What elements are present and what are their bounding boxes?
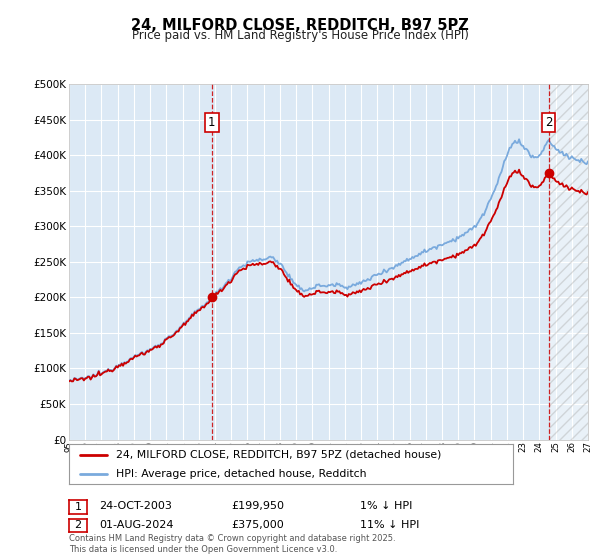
Text: 2: 2 (74, 520, 82, 530)
Text: 11% ↓ HPI: 11% ↓ HPI (360, 520, 419, 530)
Text: 24, MILFORD CLOSE, REDDITCH, B97 5PZ (detached house): 24, MILFORD CLOSE, REDDITCH, B97 5PZ (de… (116, 450, 441, 460)
Text: Price paid vs. HM Land Registry's House Price Index (HPI): Price paid vs. HM Land Registry's House … (131, 29, 469, 42)
Text: 01-AUG-2024: 01-AUG-2024 (99, 520, 173, 530)
Text: HPI: Average price, detached house, Redditch: HPI: Average price, detached house, Redd… (116, 469, 366, 478)
Text: Contains HM Land Registry data © Crown copyright and database right 2025.
This d: Contains HM Land Registry data © Crown c… (69, 534, 395, 554)
Text: 1: 1 (74, 502, 82, 512)
Text: 1% ↓ HPI: 1% ↓ HPI (360, 501, 412, 511)
Text: £199,950: £199,950 (231, 501, 284, 511)
Bar (549, 84, 588, 440)
Text: 24, MILFORD CLOSE, REDDITCH, B97 5PZ: 24, MILFORD CLOSE, REDDITCH, B97 5PZ (131, 18, 469, 33)
Text: 2: 2 (545, 115, 553, 129)
Text: 24-OCT-2003: 24-OCT-2003 (99, 501, 172, 511)
Text: 1: 1 (208, 115, 215, 129)
Text: £375,000: £375,000 (231, 520, 284, 530)
